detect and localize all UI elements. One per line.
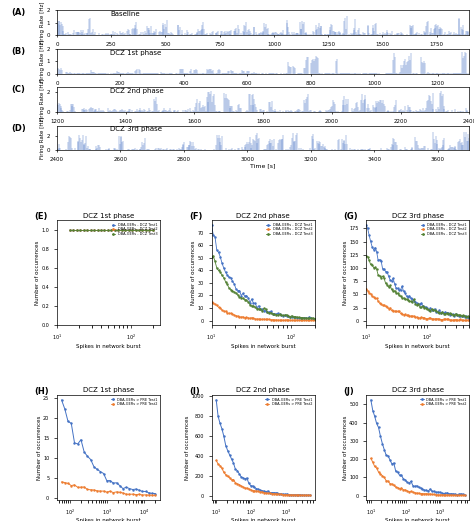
Text: (D): (D)	[11, 123, 26, 133]
Title: DCZ 3rd phase: DCZ 3rd phase	[392, 213, 444, 218]
Legend: DBA-GERs - DCZ Test1, DBA-GERs - DCZ Test2, DBA-GERs - DCZ Test3: DBA-GERs - DCZ Test1, DBA-GERs - DCZ Tes…	[111, 222, 158, 237]
Y-axis label: Firing Rate [Hz]: Firing Rate [Hz]	[40, 78, 45, 121]
Text: (A): (A)	[11, 8, 26, 17]
Text: (I): (I)	[189, 387, 200, 396]
Y-axis label: Number of occurrences: Number of occurrences	[343, 416, 348, 480]
Text: Baseline: Baseline	[110, 11, 140, 17]
X-axis label: Spikes in network burst: Spikes in network burst	[231, 518, 295, 521]
Title: DCZ 1st phase: DCZ 1st phase	[83, 388, 134, 393]
Y-axis label: Number of occurrences: Number of occurrences	[36, 416, 42, 480]
X-axis label: Spikes in network burst: Spikes in network burst	[76, 518, 141, 521]
Text: (E): (E)	[34, 212, 47, 221]
Text: (H): (H)	[34, 387, 49, 396]
X-axis label: Spikes in network burst: Spikes in network burst	[76, 343, 141, 349]
Text: (C): (C)	[11, 85, 26, 94]
X-axis label: Time [s]: Time [s]	[250, 164, 276, 169]
Legend: DBA-GERs - DCZ Test1, DBA-GERs - DCZ Test2, DBA-GERs - DCZ Test3: DBA-GERs - DCZ Test1, DBA-GERs - DCZ Tes…	[265, 222, 313, 237]
Y-axis label: Firing Rate [Hz]: Firing Rate [Hz]	[40, 40, 45, 82]
X-axis label: Spikes in network burst: Spikes in network burst	[385, 343, 450, 349]
Text: DCZ 2nd phase: DCZ 2nd phase	[110, 88, 164, 94]
Title: DCZ 2nd phase: DCZ 2nd phase	[236, 213, 290, 218]
Text: (G): (G)	[344, 212, 358, 221]
Title: DCZ 2nd phase: DCZ 2nd phase	[236, 388, 290, 393]
Y-axis label: Number of occurrences: Number of occurrences	[185, 416, 190, 480]
Text: DCZ 1st phase: DCZ 1st phase	[110, 49, 162, 56]
X-axis label: Spikes in network burst: Spikes in network burst	[385, 518, 450, 521]
Title: DCZ 1st phase: DCZ 1st phase	[83, 213, 134, 218]
Y-axis label: Firing Rate [Hz]: Firing Rate [Hz]	[40, 117, 45, 159]
Text: (J): (J)	[344, 387, 354, 396]
X-axis label: Spikes in network burst: Spikes in network burst	[231, 343, 295, 349]
Y-axis label: Number of occurrences: Number of occurrences	[343, 241, 348, 305]
Text: (B): (B)	[11, 47, 26, 56]
Legend: DBA-GERs > PRE Test1, DBA-GERs > PRE Test2: DBA-GERs > PRE Test1, DBA-GERs > PRE Tes…	[265, 397, 313, 407]
Text: DCZ 3rd phase: DCZ 3rd phase	[110, 126, 163, 132]
Legend: DBA-GERs > PRE Test1, DBA-GERs > PRE Test2: DBA-GERs > PRE Test1, DBA-GERs > PRE Tes…	[419, 397, 467, 407]
Title: DCZ 3rd phase: DCZ 3rd phase	[392, 388, 444, 393]
Legend: DBA-GERs > PRE Test1, DBA-GERs > PRE Test2: DBA-GERs > PRE Test1, DBA-GERs > PRE Tes…	[110, 397, 158, 407]
Legend: DBA-GERs - DCZ Test1, DBA-GERs - DCZ Test2, DBA-GERs - DCZ Test3: DBA-GERs - DCZ Test1, DBA-GERs - DCZ Tes…	[420, 222, 467, 237]
Y-axis label: Firing Rate [Hz]: Firing Rate [Hz]	[40, 2, 45, 44]
Y-axis label: Number of occurrences: Number of occurrences	[35, 241, 40, 305]
Y-axis label: Number of occurrences: Number of occurrences	[191, 241, 196, 305]
Text: (F): (F)	[189, 212, 202, 221]
